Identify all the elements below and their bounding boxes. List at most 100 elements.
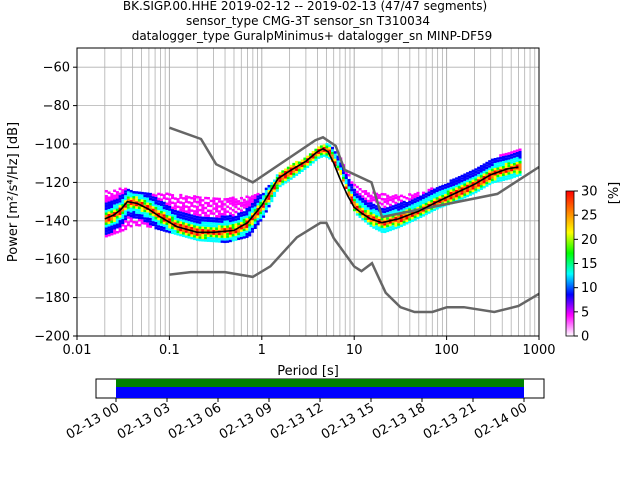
density-cell: [449, 199, 453, 202]
density-cell: [159, 198, 164, 201]
density-cell: [187, 223, 191, 227]
density-cell: [110, 225, 114, 228]
density-cell: [466, 177, 470, 180]
density-cell: [358, 197, 362, 201]
density-cell: [146, 210, 150, 213]
density-cell: [250, 205, 255, 208]
density-cell: [344, 174, 348, 177]
density-cell: [168, 213, 172, 216]
density-cell: [397, 205, 401, 209]
density-cell: [237, 225, 241, 228]
density-cell: [433, 198, 437, 201]
density-cell: [427, 203, 431, 207]
density-cell: [118, 230, 122, 233]
density-cell: [463, 178, 467, 181]
density-cell: [410, 204, 415, 207]
density-cell: [507, 177, 511, 180]
coverage-data-bar: [116, 379, 524, 387]
density-cell: [226, 227, 230, 231]
density-cell: [504, 162, 508, 166]
density-cell: [239, 196, 244, 200]
density-cell: [455, 197, 459, 200]
density-cell: [198, 201, 202, 204]
density-cell: [248, 221, 252, 224]
density-cell: [377, 194, 381, 197]
density-cell: [184, 197, 188, 201]
density-cell: [388, 221, 392, 224]
density-cell: [295, 168, 299, 171]
density-cell: [488, 162, 492, 166]
density-cell: [449, 179, 453, 182]
density-cell: [377, 211, 381, 215]
density-cell: [319, 155, 323, 158]
density-cell: [421, 204, 426, 207]
density-cell: [391, 205, 395, 208]
density-cell: [234, 238, 238, 241]
density-cell: [132, 191, 136, 194]
density-cell: [275, 186, 279, 190]
density-cell: [308, 160, 312, 164]
density-cell: [512, 160, 517, 163]
density-cell: [383, 193, 387, 196]
density-cell: [515, 151, 519, 155]
density-cell: [512, 152, 517, 156]
density-cell: [159, 213, 164, 216]
density-cell: [482, 168, 486, 171]
density-cell: [344, 171, 348, 175]
density-cell: [104, 189, 108, 193]
density-cell: [201, 199, 205, 202]
density-cell: [477, 181, 481, 185]
density-cell: [262, 195, 266, 198]
density-cell: [124, 195, 128, 198]
density-cell: [140, 216, 144, 220]
density-cell: [248, 233, 252, 237]
density-cell: [278, 172, 282, 175]
density-cell: [146, 195, 150, 198]
density-cell: [171, 229, 175, 232]
density-cell: [132, 198, 136, 202]
density-cell: [286, 169, 290, 172]
density-cell: [286, 174, 290, 177]
y-axis-label: Power [m²/s⁴/Hz] [dB]: [6, 122, 21, 262]
density-cell: [444, 201, 448, 204]
density-cell: [284, 171, 288, 174]
density-cell: [140, 191, 144, 195]
density-cell: [126, 188, 130, 192]
density-cell: [204, 206, 208, 210]
density-cell: [154, 221, 158, 225]
density-cell: [347, 181, 351, 184]
density-cell: [457, 193, 461, 197]
density-cell: [239, 229, 244, 232]
density-cell: [245, 232, 249, 236]
density-cell: [364, 217, 368, 221]
density-cell: [239, 214, 244, 217]
density-cell: [226, 220, 230, 223]
density-cell: [165, 227, 169, 230]
density-cell: [507, 162, 511, 165]
density-cell: [223, 208, 227, 211]
density-cell: [319, 145, 323, 148]
density-cell: [154, 219, 158, 222]
density-cell: [386, 194, 390, 198]
coverage-tick-label: 02-13 21: [421, 400, 479, 442]
density-cell: [215, 210, 219, 213]
density-cell: [372, 221, 376, 224]
density-cell: [375, 210, 379, 213]
density-cell: [449, 184, 453, 187]
density-cell: [143, 219, 147, 223]
density-cell: [132, 221, 136, 224]
density-cell: [479, 185, 483, 188]
density-cell: [132, 208, 136, 212]
x-tick-label: 100: [434, 343, 459, 358]
density-cell: [416, 194, 420, 197]
density-cell: [496, 167, 500, 170]
density-cell: [248, 196, 252, 199]
density-cell: [399, 214, 403, 218]
density-cell: [275, 184, 279, 187]
density-cell: [369, 212, 373, 215]
density-cell: [113, 229, 117, 232]
density-cell: [250, 222, 255, 226]
density-cell: [129, 224, 133, 228]
density-cell: [126, 221, 130, 224]
y-tick-label: −80: [43, 99, 70, 114]
